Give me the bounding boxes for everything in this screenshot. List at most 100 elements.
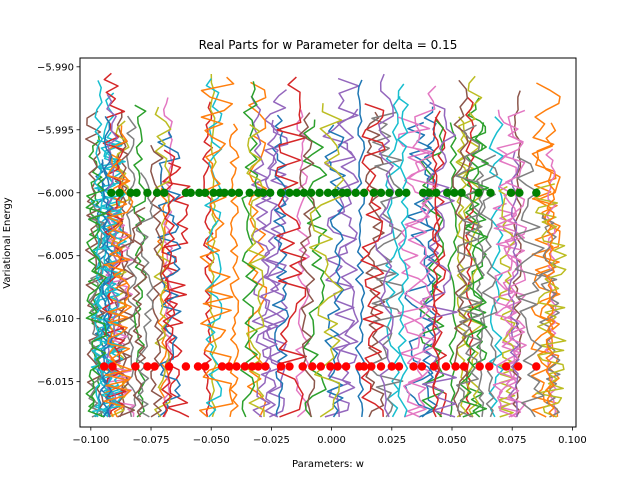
data-point [217,362,227,371]
x-tick-label: −0.100 [72,435,109,446]
data-point [186,188,195,197]
data-point [181,362,191,371]
data-point [107,188,116,197]
series-line [90,194,123,418]
data-point [394,188,404,197]
series-line [85,178,108,418]
data-point [225,362,234,371]
x-axis-label: Parameters: w [292,459,364,470]
series-line [263,89,289,418]
data-point [457,188,466,197]
series-line [403,85,439,418]
data-point [227,188,236,197]
series-line [295,109,311,418]
data-point [333,362,342,371]
data-point [515,188,524,197]
data-point [266,188,275,197]
data-point [299,188,309,197]
series-line [135,172,154,418]
data-point [201,362,210,371]
data-point [441,362,451,371]
data-point [402,188,411,197]
data-point [451,362,460,371]
x-axis: −0.100 −0.075 −0.050 −0.025 0.000 0.025 0.050 0… [72,427,587,446]
series-line [275,76,308,418]
series-lines [85,72,567,418]
data-point [285,188,294,197]
series-line [103,153,134,418]
y-tick-label: −5.995 [37,125,74,136]
data-point [359,188,369,197]
x-tick-label: 0.000 [317,435,346,446]
data-point [485,362,494,371]
series-line [492,109,526,418]
data-point [285,362,294,371]
data-point [276,362,286,371]
series-line [161,162,191,418]
data-point [475,362,484,371]
data-point [359,362,369,371]
series-markers [99,188,541,371]
series-line [397,83,409,418]
chart-title: Real Parts for w Parameter for delta = 0… [199,38,458,52]
data-point [240,362,250,371]
series-line [479,154,499,418]
x-tick-label: −0.050 [193,435,230,446]
data-point [341,362,351,371]
data-point [343,188,352,197]
data-point [276,188,286,197]
x-tick-label: −0.025 [253,435,290,446]
data-point [367,362,376,371]
series-line [404,121,436,418]
data-point [245,188,254,197]
x-tick-label: 0.100 [558,435,587,446]
data-point [532,362,541,371]
series-line [514,156,545,418]
data-point [164,362,174,371]
data-point [315,188,324,197]
data-point [209,188,218,197]
data-point [143,188,152,197]
data-point [160,188,169,197]
data-point [418,188,428,197]
series-line [535,183,567,418]
series-line [456,75,484,418]
data-point [298,362,307,371]
series-line [539,213,561,418]
data-point [432,188,441,197]
data-point [132,188,141,197]
y-tick-label: −5.990 [37,62,74,73]
data-point [261,362,270,371]
data-point [131,362,140,371]
series-line [545,171,556,418]
data-point [450,188,459,197]
x-tick-label: −0.075 [133,435,170,446]
data-point [150,362,159,371]
data-point [323,188,333,197]
data-point [115,188,124,197]
data-point [108,362,117,371]
data-point [143,362,152,371]
data-point [385,188,394,197]
series-line [354,79,366,417]
series-line [161,149,176,418]
data-point [316,362,325,371]
data-point [308,362,317,371]
data-point [126,188,135,197]
data-point [387,362,396,371]
data-point [220,188,229,197]
series-line [309,103,345,418]
data-point [417,362,427,371]
series-line [336,77,360,417]
y-tick-label: −6.005 [37,251,74,262]
x-tick-label: 0.075 [498,435,527,446]
series-line [246,81,268,418]
data-point [376,362,386,371]
data-point [258,188,268,197]
data-point [331,188,340,197]
data-point [195,188,204,197]
y-tick-label: −6.010 [37,314,74,325]
series-line [374,73,395,418]
data-point [429,362,439,371]
